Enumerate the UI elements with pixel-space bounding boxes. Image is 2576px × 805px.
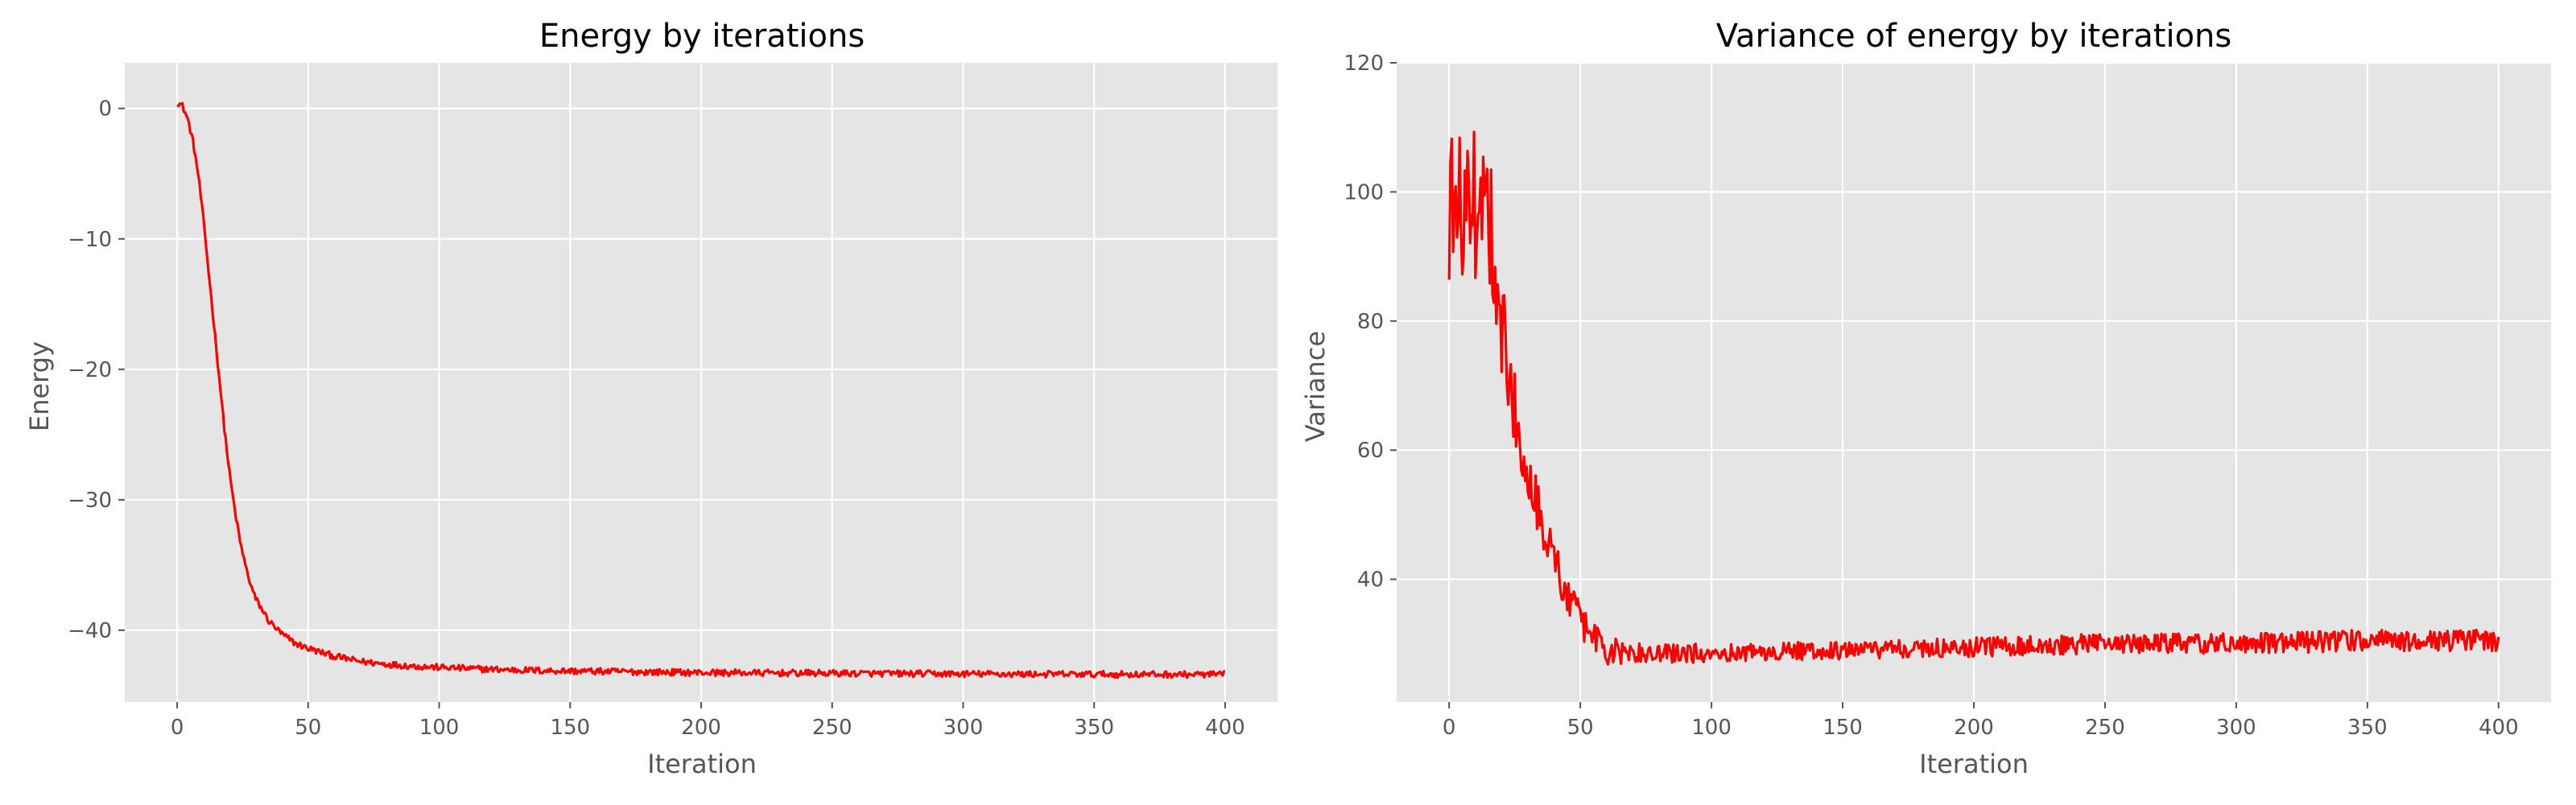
- x-tick-label: 400: [2479, 716, 2519, 740]
- y-tick-label: 80: [1357, 310, 1384, 334]
- x-tick-label: 50: [1567, 716, 1594, 740]
- series-line: [176, 101, 1225, 679]
- y-tick-label: 40: [1357, 568, 1384, 592]
- energy-chart: 0 50 100 150 200 250 300 350 400 0 −10 −20 −30 −40 En…: [24, 18, 1278, 779]
- variance-chart: 0 50 100 150 200 250 300 350 400 40 60 80 100 120 Var…: [1300, 18, 2551, 779]
- x-tick-label: 250: [2085, 716, 2125, 740]
- x-tick-label: 50: [295, 716, 321, 740]
- y-tick-label: 0: [98, 97, 112, 122]
- y-tick-label: −10: [68, 228, 112, 252]
- y-axis-label: Variance: [1300, 331, 1331, 442]
- x-tick-label: 100: [419, 716, 460, 740]
- x-tick-label: 200: [1954, 716, 1994, 740]
- x-tick-label: 350: [1074, 716, 1114, 740]
- x-tick-label: 100: [1691, 716, 1732, 740]
- x-tick-label: 400: [1205, 716, 1245, 740]
- y-tick-label: 100: [1344, 180, 1384, 204]
- y-tick-label: 120: [1344, 52, 1384, 76]
- x-tick-label: 150: [1823, 716, 1863, 740]
- y-axis-label: Energy: [24, 341, 55, 431]
- x-tick-label: 250: [812, 716, 852, 740]
- x-tick-label: 150: [550, 716, 590, 740]
- x-axis-label: Iteration: [1919, 749, 2029, 779]
- y-tick-label: −20: [68, 358, 112, 382]
- x-tick-label: 0: [171, 716, 184, 740]
- series-line: [1447, 130, 2500, 666]
- y-tick-label: −40: [68, 619, 112, 643]
- y-tick-label: 60: [1357, 439, 1384, 463]
- x-tick-label: 0: [1443, 716, 1456, 740]
- x-axis-label: Iteration: [647, 749, 757, 779]
- x-tick-label: 350: [2347, 716, 2388, 740]
- chart-title: Variance of energy by iterations: [1716, 18, 2231, 55]
- x-tick-label: 300: [2216, 716, 2256, 740]
- y-tick-label: −30: [68, 489, 112, 513]
- x-tick-label: 200: [681, 716, 721, 740]
- x-tick-label: 300: [943, 716, 984, 740]
- chart-title: Energy by iterations: [539, 18, 865, 55]
